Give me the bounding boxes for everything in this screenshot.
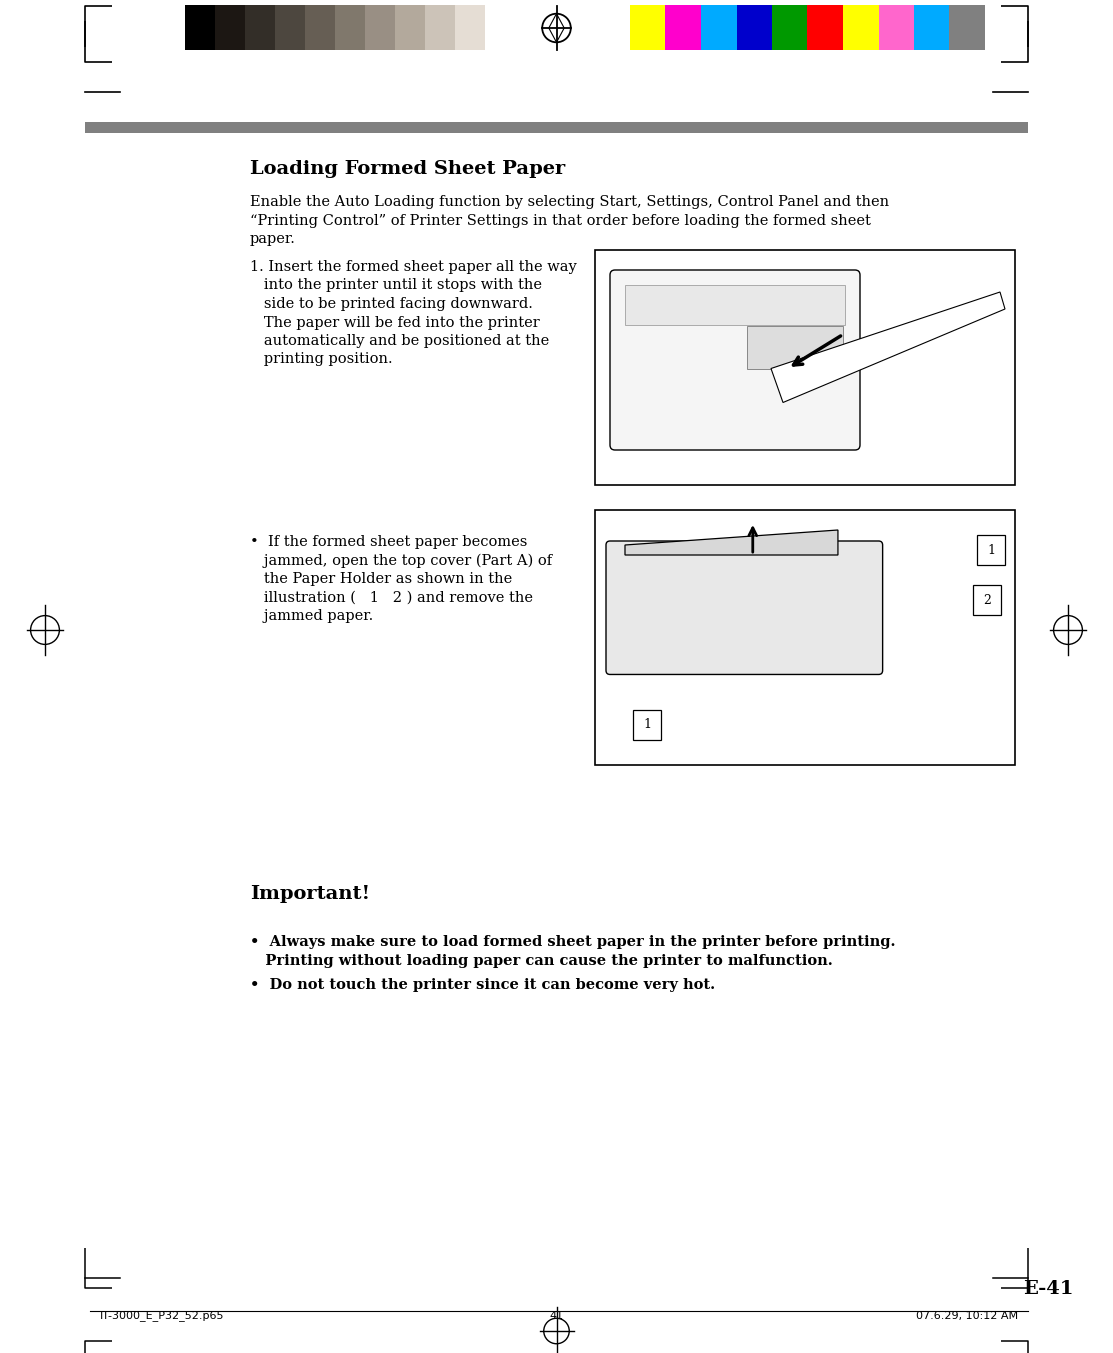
Text: 1: 1	[643, 718, 651, 732]
Polygon shape	[549, 14, 564, 42]
Text: IT-3000_E_P32_52.p65: IT-3000_E_P32_52.p65	[100, 1310, 225, 1321]
Bar	[977, 534, 1005, 566]
Text: 07.6.29, 10:12 AM: 07.6.29, 10:12 AM	[916, 1311, 1018, 1321]
Bar	[595, 510, 1015, 764]
Bar	[85, 122, 1028, 133]
Bar	[245, 5, 275, 50]
Text: the Paper Holder as shown in the: the Paper Holder as shown in the	[250, 572, 512, 586]
Bar	[425, 5, 455, 50]
Bar	[949, 5, 985, 50]
Text: Important!: Important!	[250, 885, 371, 902]
Text: The paper will be fed into the printer: The paper will be fed into the printer	[250, 315, 540, 330]
Bar	[914, 5, 949, 50]
Bar	[772, 5, 808, 50]
Text: 2: 2	[983, 594, 991, 606]
Bar	[485, 5, 515, 50]
Bar	[737, 5, 772, 50]
Bar	[365, 5, 395, 50]
Bar	[878, 5, 914, 50]
Bar	[215, 5, 245, 50]
Text: 41: 41	[550, 1311, 563, 1321]
Text: printing position.: printing position.	[250, 353, 393, 367]
Text: E-41: E-41	[1023, 1280, 1074, 1298]
Text: Enable the Auto Loading function by selecting Start, Settings, Control Panel and: Enable the Auto Loading function by sele…	[250, 195, 889, 208]
Text: Printing without loading paper can cause the printer to malfunction.: Printing without loading paper can cause…	[250, 954, 833, 967]
Bar	[395, 5, 425, 50]
Bar	[305, 5, 335, 50]
Bar	[808, 5, 843, 50]
Bar	[595, 250, 1015, 484]
Text: 1: 1	[987, 544, 995, 556]
Bar	[275, 5, 305, 50]
Bar	[455, 5, 485, 50]
Text: into the printer until it stops with the: into the printer until it stops with the	[250, 279, 542, 292]
Bar	[185, 5, 215, 50]
Text: paper.: paper.	[250, 231, 296, 246]
Bar	[747, 326, 843, 368]
Text: •  Always make sure to load formed sheet paper in the printer before printing.: • Always make sure to load formed sheet …	[250, 935, 896, 948]
Bar	[973, 584, 1001, 616]
Bar	[843, 5, 878, 50]
Bar	[630, 5, 666, 50]
FancyBboxPatch shape	[610, 271, 860, 451]
Text: “Printing Control” of Printer Settings in that order before loading the formed s: “Printing Control” of Printer Settings i…	[250, 214, 870, 227]
Bar	[633, 710, 661, 740]
Bar	[626, 285, 845, 325]
Bar	[666, 5, 701, 50]
Text: illustration (   1   2 ) and remove the: illustration ( 1 2 ) and remove the	[250, 590, 533, 605]
FancyBboxPatch shape	[605, 541, 883, 674]
Bar	[335, 5, 365, 50]
Text: automatically and be positioned at the: automatically and be positioned at the	[250, 334, 549, 348]
Text: 1. Insert the formed sheet paper all the way: 1. Insert the formed sheet paper all the…	[250, 260, 577, 275]
Polygon shape	[626, 530, 838, 555]
Text: side to be printed facing downward.: side to be printed facing downward.	[250, 298, 533, 311]
Polygon shape	[771, 292, 1005, 402]
Text: •  Do not touch the printer since it can become very hot.: • Do not touch the printer since it can …	[250, 978, 716, 992]
Text: Loading Formed Sheet Paper: Loading Formed Sheet Paper	[250, 160, 565, 179]
Text: •  If the formed sheet paper becomes: • If the formed sheet paper becomes	[250, 534, 528, 549]
Text: jammed, open the top cover (Part A) of: jammed, open the top cover (Part A) of	[250, 553, 552, 568]
Text: jammed paper.: jammed paper.	[250, 609, 373, 622]
Bar	[701, 5, 737, 50]
